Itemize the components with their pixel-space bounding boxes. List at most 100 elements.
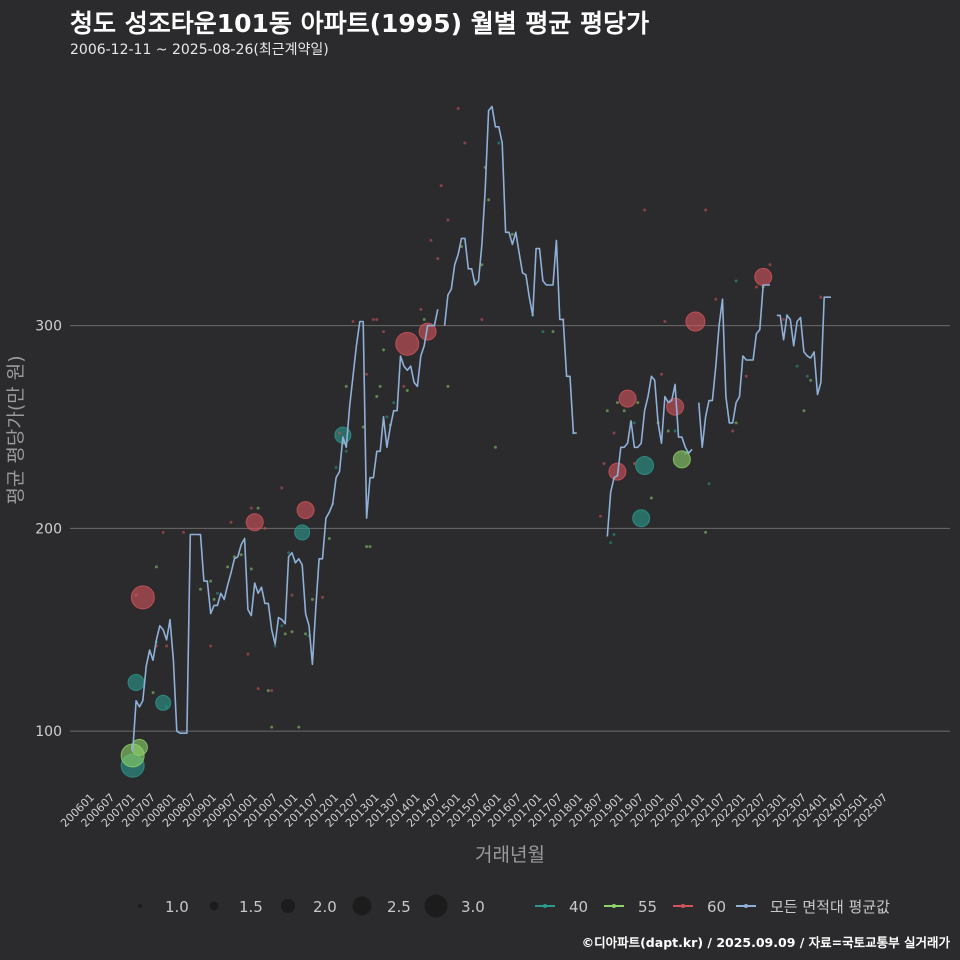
point-60 <box>165 644 169 648</box>
point-60 <box>660 372 664 376</box>
point-60 <box>209 644 213 648</box>
legend-size-label: 1.5 <box>239 898 263 916</box>
point-60 <box>371 317 375 321</box>
legend-color-dot <box>612 904 616 908</box>
point-55 <box>310 597 314 601</box>
point-55 <box>154 565 158 569</box>
point-55 <box>212 597 216 601</box>
point-60 <box>480 317 484 321</box>
point-60 <box>643 208 647 212</box>
point-40 <box>165 705 169 709</box>
point-60 <box>768 263 772 267</box>
point-60 <box>249 506 253 510</box>
point-55 <box>649 496 653 500</box>
point-55 <box>510 232 514 236</box>
point-60 <box>337 431 341 435</box>
point-60 <box>419 307 423 311</box>
point-55 <box>361 425 365 429</box>
point-55 <box>249 567 253 571</box>
point-60 <box>182 530 186 534</box>
point-55 <box>198 587 202 591</box>
point-40 <box>127 674 145 692</box>
legend-color-dot <box>744 904 748 908</box>
point-60 <box>351 320 355 324</box>
x-axis-label: 거래년월 <box>475 844 545 866</box>
point-55 <box>615 401 619 405</box>
legend-size-label: 1.0 <box>165 898 189 916</box>
point-40 <box>385 415 389 419</box>
point-60 <box>263 526 267 530</box>
grid <box>70 325 950 732</box>
point-60 <box>744 374 748 378</box>
point-55 <box>130 738 148 756</box>
point-55 <box>480 263 484 267</box>
point-40 <box>707 482 711 486</box>
point-55 <box>493 445 497 449</box>
point-60 <box>290 593 294 597</box>
point-40 <box>273 644 277 648</box>
legend-color-label: 55 <box>638 898 657 916</box>
point-40 <box>612 532 616 536</box>
point-55 <box>422 317 426 321</box>
legend-size-key <box>281 899 295 913</box>
point-40 <box>155 694 172 711</box>
legend-size-label: 3.0 <box>461 898 485 916</box>
point-60 <box>382 330 386 334</box>
point-60 <box>612 431 616 435</box>
point-55 <box>378 384 382 388</box>
point-40 <box>795 364 799 368</box>
point-60 <box>731 429 735 433</box>
point-40 <box>632 509 651 528</box>
point-60 <box>782 317 786 321</box>
legend-size-key <box>138 904 142 908</box>
scatter-points <box>120 107 823 778</box>
point-60 <box>602 461 606 465</box>
point-60 <box>256 687 260 691</box>
point-55 <box>704 530 708 534</box>
point-60 <box>439 184 443 188</box>
point-40 <box>635 456 655 476</box>
point-55 <box>256 506 260 510</box>
y-tick-label: 200 <box>35 521 62 537</box>
point-55 <box>382 348 386 352</box>
point-60 <box>375 317 379 321</box>
legend-color-label: 60 <box>707 898 726 916</box>
point-55 <box>734 421 738 425</box>
point-60 <box>280 486 284 490</box>
average-line <box>131 105 831 752</box>
point-55 <box>283 632 287 636</box>
point-55 <box>239 553 243 557</box>
y-tick-label: 100 <box>35 724 62 740</box>
point-60 <box>632 461 636 465</box>
point-55 <box>605 409 609 413</box>
point-55 <box>666 429 670 433</box>
point-60 <box>754 285 758 289</box>
point-60 <box>296 501 315 520</box>
legend-color-label: 40 <box>569 898 588 916</box>
point-40 <box>734 279 738 283</box>
point-60 <box>463 141 467 145</box>
point-55 <box>375 395 379 399</box>
point-55 <box>297 725 301 729</box>
point-60 <box>229 520 233 524</box>
point-55 <box>365 545 369 549</box>
point-60 <box>429 238 433 242</box>
point-60 <box>270 689 274 693</box>
point-60 <box>446 218 450 222</box>
point-60 <box>436 257 440 261</box>
point-60 <box>704 208 708 212</box>
point-60 <box>130 585 155 610</box>
point-40 <box>673 429 677 433</box>
point-60 <box>618 389 637 408</box>
point-55 <box>636 401 640 405</box>
legend-size-key <box>352 896 372 916</box>
point-60 <box>754 267 773 286</box>
point-40 <box>215 591 219 595</box>
y-axis-label: 평균 평당가(만 원) <box>5 355 27 504</box>
y-axis-ticks: 100 200 300 <box>35 319 62 741</box>
point-55 <box>368 545 372 549</box>
chart-subtitle: 2006-12-11 ~ 2025-08-26(최근계약일) <box>70 42 329 58</box>
point-40 <box>632 421 636 425</box>
legend-size-key <box>209 901 219 911</box>
